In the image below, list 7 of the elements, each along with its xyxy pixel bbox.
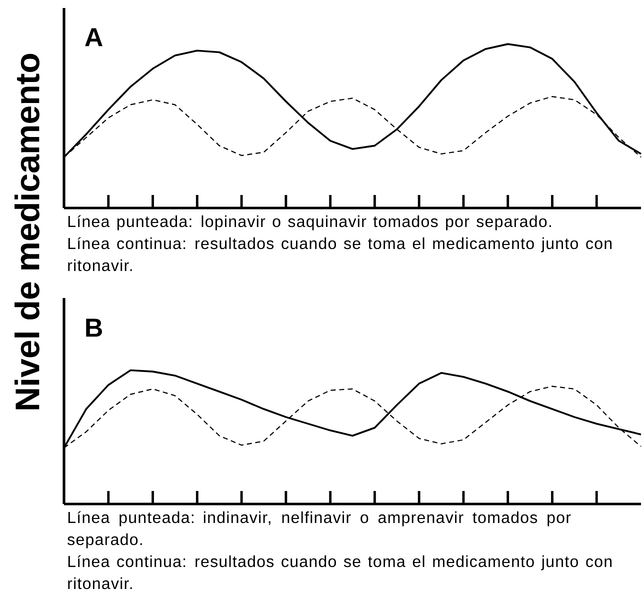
text: Línea continua: resultados cuando se toma el medicamento junto con ritonavir. [68, 555, 612, 590]
y-axis-title: Nivel de medicamento [14, 54, 40, 410]
chart-title: B [86, 318, 102, 337]
text: Línea punteada: lopinavir o saquinavir tomados por separado. [68, 215, 551, 230]
text: Línea continua: resultados cuando se toma el medicamento junto con ritonavir. [68, 237, 612, 272]
text: Línea punteada: indinavir, nelfinavir o amprenavir tomados por separado. [68, 511, 571, 548]
chart-title: A [85, 28, 102, 46]
